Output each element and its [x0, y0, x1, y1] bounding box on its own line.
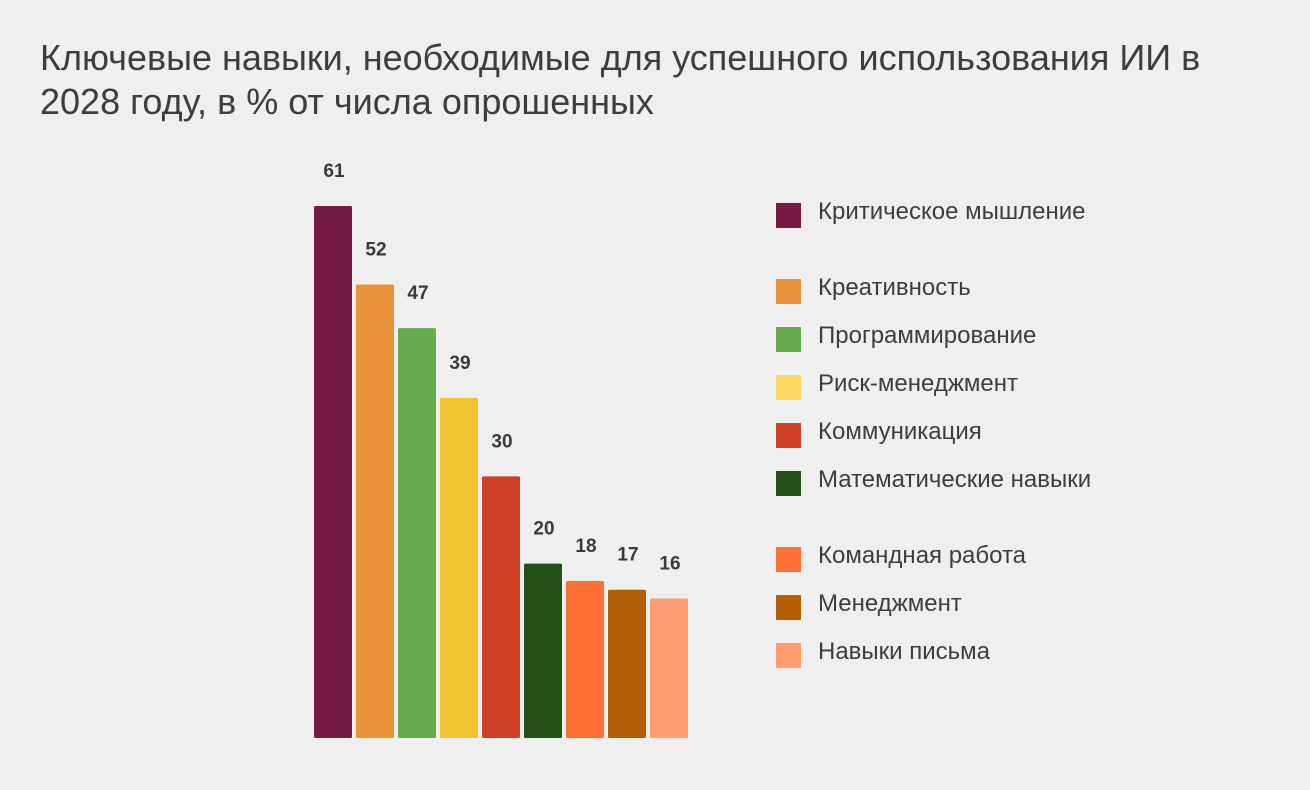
legend-item: Программирование — [776, 322, 1096, 352]
value-label-5: 30 — [491, 431, 512, 452]
legend-label: Креативность — [818, 274, 971, 301]
legend-swatch — [776, 595, 801, 620]
value-label-9: 16 — [659, 553, 680, 574]
legend-swatch — [776, 327, 801, 352]
bar-chart: 61 52 47 39 30 20 18 17 16 — [314, 161, 688, 738]
legend-swatch — [776, 547, 801, 572]
value-label-1: 61 — [323, 161, 345, 182]
legend-item: Риск-менеджмент — [776, 370, 1096, 400]
legend-label: Программирование — [818, 322, 1037, 349]
legend-item: Коммуникация — [776, 418, 1096, 448]
legend-swatch — [776, 203, 801, 228]
bar-4 — [440, 397, 478, 738]
chart-title: Ключевые навыки, необходимые для успешно… — [40, 37, 1201, 122]
bars-group — [314, 206, 688, 738]
value-label-6: 20 — [533, 519, 554, 540]
bar-2 — [356, 284, 394, 738]
bar-9 — [650, 598, 688, 738]
bar-7 — [566, 581, 604, 738]
value-label-7: 18 — [575, 536, 596, 557]
legend-item: Математические навыки — [776, 466, 1096, 496]
bar-5 — [482, 476, 520, 738]
legend-label: Командная работа — [818, 542, 1027, 569]
value-label-4: 39 — [449, 353, 470, 374]
legend-label: Математические навыки — [818, 466, 1092, 493]
legend-item: Менеджмент — [776, 590, 1096, 620]
value-label-3: 47 — [407, 283, 428, 304]
bar-1 — [314, 206, 352, 738]
bar-3 — [398, 328, 436, 738]
legend-label: Навыки письма — [818, 638, 991, 665]
legend-swatch — [776, 423, 801, 448]
legend-item: Критическое мышление — [776, 198, 1096, 228]
legend-swatch — [776, 375, 801, 400]
legend-item: Командная работа — [776, 542, 1096, 572]
legend-label: Менеджмент — [818, 590, 962, 617]
value-label-2: 52 — [365, 239, 386, 260]
legend-item: Навыки письма — [776, 638, 1096, 668]
legend-swatch — [776, 279, 801, 304]
legend-swatch — [776, 471, 801, 496]
legend-label: Коммуникация — [818, 418, 982, 445]
legend-item: Креативность — [776, 274, 1096, 304]
bar-8 — [608, 589, 646, 738]
bar-6 — [524, 563, 562, 738]
value-labels-group: 61 52 47 39 30 20 18 17 16 — [323, 161, 680, 574]
legend-swatch — [776, 643, 801, 668]
legend-label: Критическое мышление — [818, 198, 1086, 225]
value-label-8: 17 — [617, 545, 638, 566]
legend-label: Риск-менеджмент — [818, 370, 1018, 397]
